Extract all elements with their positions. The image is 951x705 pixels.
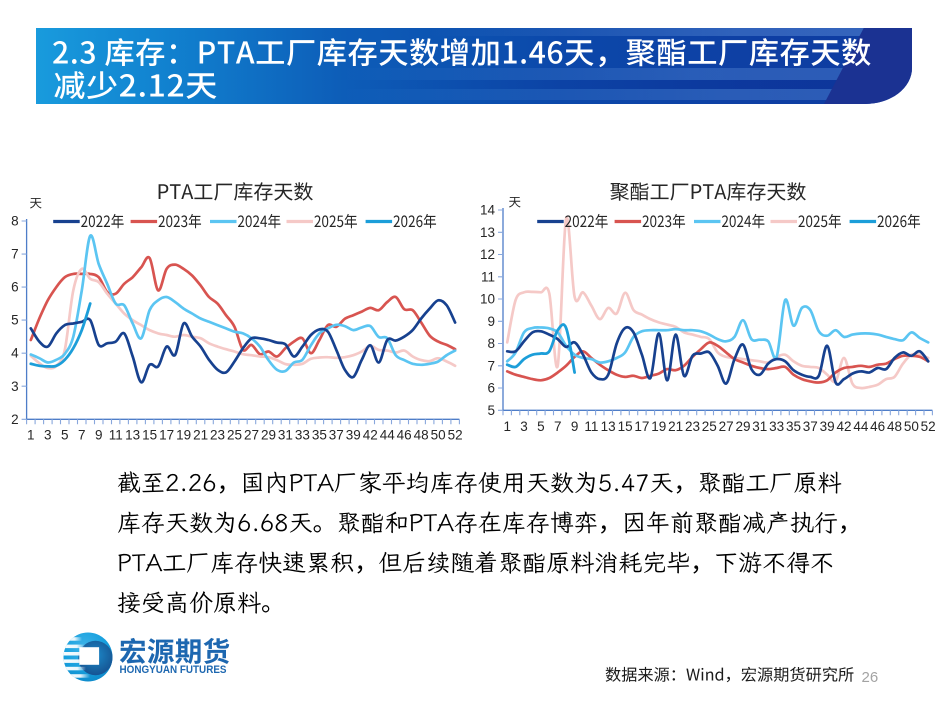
svg-text:31: 31: [752, 419, 767, 434]
svg-text:33: 33: [769, 419, 784, 434]
svg-text:25: 25: [702, 419, 717, 434]
svg-text:25: 25: [227, 428, 242, 443]
svg-text:6: 6: [11, 280, 19, 295]
svg-text:7: 7: [554, 419, 562, 434]
svg-text:11: 11: [109, 428, 123, 443]
svg-text:42: 42: [836, 419, 851, 434]
svg-text:37: 37: [329, 428, 344, 443]
svg-text:3: 3: [520, 419, 528, 434]
svg-text:15: 15: [142, 428, 157, 443]
svg-text:46: 46: [870, 419, 885, 434]
svg-text:7: 7: [78, 428, 86, 443]
svg-text:1: 1: [503, 419, 511, 434]
svg-text:5: 5: [487, 403, 495, 418]
svg-text:6: 6: [487, 381, 495, 396]
svg-text:39: 39: [820, 419, 835, 434]
svg-text:3: 3: [44, 428, 52, 443]
svg-text:29: 29: [261, 428, 276, 443]
svg-text:21: 21: [668, 419, 683, 434]
svg-text:8: 8: [487, 336, 495, 351]
svg-text:27: 27: [719, 419, 734, 434]
svg-text:5: 5: [537, 419, 545, 434]
svg-text:7: 7: [487, 358, 495, 373]
svg-text:37: 37: [803, 419, 818, 434]
svg-text:11: 11: [584, 419, 598, 434]
svg-text:44: 44: [380, 428, 396, 443]
svg-text:12: 12: [480, 247, 495, 262]
svg-text:2: 2: [11, 412, 19, 427]
svg-text:44: 44: [853, 419, 869, 434]
svg-text:HONGYUAN FUTURES: HONGYUAN FUTURES: [120, 664, 227, 676]
svg-text:9: 9: [487, 314, 495, 329]
svg-text:26: 26: [862, 669, 879, 686]
svg-text:3: 3: [11, 379, 19, 394]
svg-text:13: 13: [125, 428, 140, 443]
svg-text:14: 14: [480, 203, 496, 218]
svg-text:46: 46: [397, 428, 412, 443]
svg-text:48: 48: [414, 428, 429, 443]
svg-text:13: 13: [601, 419, 616, 434]
svg-text:21: 21: [193, 428, 208, 443]
svg-text:9: 9: [95, 428, 103, 443]
svg-text:15: 15: [618, 419, 633, 434]
svg-text:23: 23: [685, 419, 700, 434]
svg-text:4: 4: [11, 346, 19, 361]
svg-text:23: 23: [210, 428, 225, 443]
svg-text:9: 9: [571, 419, 579, 434]
svg-text:5: 5: [61, 428, 69, 443]
svg-text:50: 50: [904, 419, 919, 434]
svg-text:35: 35: [786, 419, 801, 434]
svg-text:13: 13: [480, 225, 495, 240]
svg-text:19: 19: [176, 428, 191, 443]
svg-text:39: 39: [346, 428, 361, 443]
svg-text:11: 11: [481, 269, 495, 284]
svg-text:48: 48: [887, 419, 902, 434]
svg-text:17: 17: [159, 428, 174, 443]
svg-text:27: 27: [244, 428, 259, 443]
svg-text:50: 50: [431, 428, 446, 443]
svg-text:19: 19: [651, 419, 666, 434]
svg-text:29: 29: [735, 419, 750, 434]
svg-text:8: 8: [11, 214, 19, 229]
svg-text:10: 10: [480, 292, 495, 307]
svg-text:7: 7: [11, 247, 19, 262]
svg-text:52: 52: [921, 419, 936, 434]
svg-text:31: 31: [278, 428, 293, 443]
svg-text:1: 1: [27, 428, 35, 443]
svg-text:35: 35: [312, 428, 327, 443]
svg-text:33: 33: [295, 428, 310, 443]
svg-text:17: 17: [634, 419, 649, 434]
svg-text:5: 5: [11, 313, 19, 328]
svg-text:42: 42: [363, 428, 378, 443]
svg-text:52: 52: [448, 428, 463, 443]
